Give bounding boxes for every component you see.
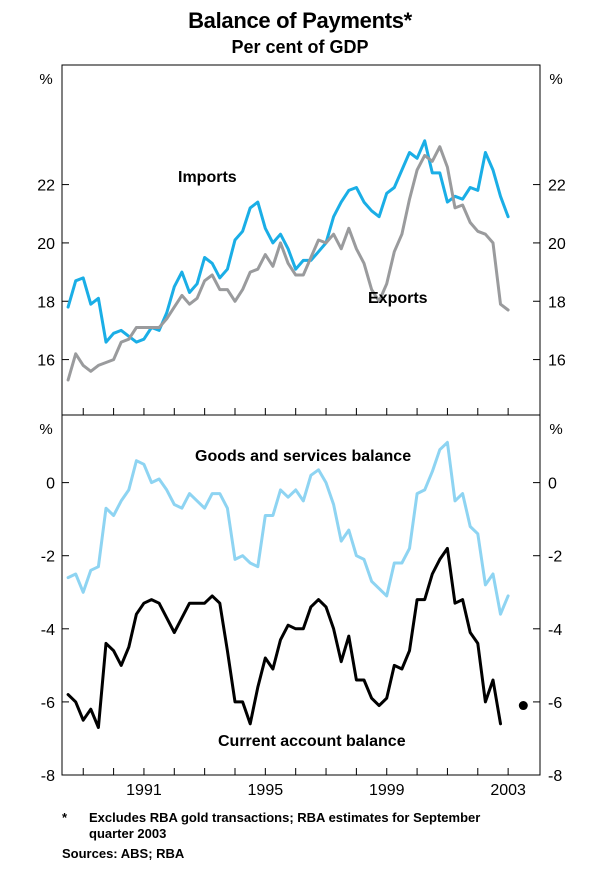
y-tick-label-left: 20 <box>37 236 55 253</box>
y-tick-label-right: 16 <box>548 353 566 370</box>
y-tick-label-right: -4 <box>548 622 562 639</box>
series-line-current-account-balance <box>66 546 502 729</box>
annotation-exports: Exports <box>368 290 428 307</box>
y-tick-label-left: -4 <box>41 622 55 639</box>
series-line-imports <box>66 139 510 344</box>
chart-title: Balance of Payments* <box>188 8 412 33</box>
y-unit-label-left: % <box>39 71 52 88</box>
y-tick-label-right: -6 <box>548 695 562 712</box>
y-tick-label-left: 22 <box>37 178 55 195</box>
y-tick-label-right: 22 <box>548 178 566 195</box>
y-unit-label-right: % <box>549 421 562 438</box>
y-tick-label-left: 18 <box>37 294 55 311</box>
x-tick-label: 1995 <box>248 782 284 799</box>
y-tick-label-left: 0 <box>46 476 55 493</box>
x-tick-label: 2003 <box>490 782 526 799</box>
x-tick-label: 1991 <box>126 782 162 799</box>
chart-frame <box>61 64 541 776</box>
y-tick-label-right: 18 <box>548 294 566 311</box>
y-unit-label-left: % <box>39 421 52 438</box>
y-tick-label-left: -2 <box>41 549 55 566</box>
annotation-imports: Imports <box>178 169 237 186</box>
annotation-current-account-balance: Current account balance <box>218 733 406 750</box>
y-tick-label-left: -6 <box>41 695 55 712</box>
sources-note: Sources: ABS; RBA <box>62 846 185 861</box>
current-account-estimate-point <box>518 701 528 711</box>
y-unit-label-right: % <box>549 71 562 88</box>
y-tick-label-right: -8 <box>548 768 562 785</box>
y-tick-label-right: 20 <box>548 236 566 253</box>
x-tick-label: 1999 <box>369 782 405 799</box>
series-line-goods-and-services-balance <box>66 440 510 616</box>
y-tick-label-left: 16 <box>37 353 55 370</box>
chart-subtitle: Per cent of GDP <box>231 37 369 57</box>
footnote-marker: * <box>62 810 68 825</box>
y-tick-label-right: 0 <box>548 476 557 493</box>
y-tick-label-right: -2 <box>548 549 562 566</box>
annotation-goods-and-services-balance: Goods and services balance <box>195 448 411 465</box>
series-line-exports <box>66 145 510 382</box>
y-tick-label-left: -8 <box>41 768 55 785</box>
footnote-text: Excludes RBA gold transactions; RBA esti… <box>89 810 481 841</box>
